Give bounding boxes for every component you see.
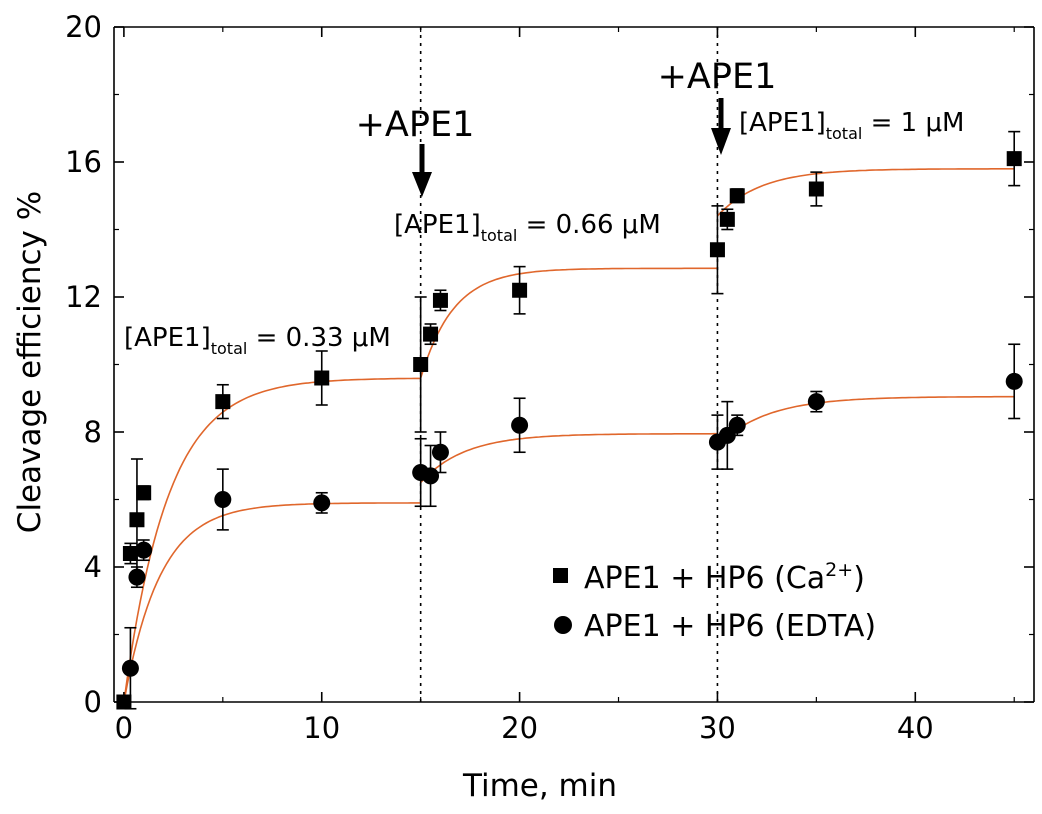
conc-label-3: [APE1]total = 1 μM — [739, 108, 964, 143]
x-tick-label: 30 — [699, 711, 736, 745]
y-axis-title: Cleavage efficiency % — [12, 191, 48, 533]
data-point-square — [512, 282, 528, 298]
y-tick-label: 12 — [65, 280, 102, 314]
fit-curve-2-segment-3 — [716, 395, 1015, 447]
legend-ca-main: APE1 + HP6 (Ca — [584, 561, 825, 596]
data-point-square — [122, 546, 138, 561]
annotation-add-1: +APE1 — [356, 105, 475, 197]
data-markers — [116, 151, 1023, 710]
data-point-circle — [121, 659, 139, 677]
x-axis-title: Time, min — [462, 768, 617, 804]
data-point-square — [215, 394, 231, 410]
data-point-square — [314, 370, 330, 386]
data-point-circle — [128, 568, 146, 586]
x-tick-label: 0 — [115, 711, 133, 745]
fit-curve-1-segment-3 — [716, 168, 1015, 217]
data-point-circle — [214, 491, 232, 508]
legend-label-edta: APE1 + HP6 (EDTA) — [584, 609, 876, 644]
data-point-square — [432, 292, 448, 308]
fit-curves — [123, 168, 1015, 703]
x-tick-label: 10 — [303, 711, 340, 745]
plot-frame — [113, 26, 1035, 703]
data-point-circle — [807, 393, 825, 411]
data-point-square — [129, 512, 145, 528]
legend-marker-square — [553, 568, 568, 583]
conc-1-suffix: = 0.33 μM — [247, 323, 390, 353]
conc-3-suffix: = 1 μM — [862, 108, 964, 138]
arrow-1-head — [412, 172, 432, 197]
data-point-circle — [431, 443, 449, 461]
x-tick-label: 20 — [501, 711, 538, 745]
fit-curve-2-segment-2 — [420, 432, 718, 484]
data-point-circle — [511, 416, 529, 434]
fit-curve-1-segment-1 — [123, 377, 421, 703]
fit-curve-1-segment-2 — [419, 267, 718, 379]
data-point-square — [136, 485, 152, 501]
legend-ca-close: ) — [853, 561, 865, 596]
conc-2-prefix: [APE1] — [394, 210, 481, 240]
fit-curve-2-segment-1 — [123, 502, 421, 703]
data-point-square — [423, 326, 439, 342]
data-point-square — [709, 242, 725, 258]
data-point-circle — [728, 416, 746, 434]
y-ticks: 0 4 8 12 16 20 — [65, 10, 1034, 719]
data-point-circle — [135, 541, 153, 559]
conc-1-sub: total — [211, 339, 248, 358]
data-point-circle — [422, 467, 440, 485]
x-tick-label: 40 — [897, 711, 934, 745]
conc-2-suffix: = 0.66 μM — [517, 210, 660, 240]
legend-ca-sup: 2+ — [825, 559, 853, 581]
arrow-2-head — [711, 128, 731, 155]
add-label-2: +APE1 — [658, 57, 777, 97]
data-point-square — [719, 211, 735, 227]
conc-3-sub: total — [826, 124, 863, 143]
y-tick-label: 0 — [84, 685, 102, 719]
conc-label-2: [APE1]total = 0.66 μM — [394, 210, 661, 245]
legend-marker-circle — [554, 616, 572, 634]
data-point-square — [808, 181, 824, 197]
y-tick-label: 4 — [84, 550, 102, 584]
data-point-circle — [313, 494, 331, 512]
conc-2-sub: total — [481, 226, 518, 245]
data-point-square — [413, 357, 429, 372]
legend-label-ca: APE1 + HP6 (Ca2+) — [584, 559, 865, 596]
y-tick-label: 16 — [65, 145, 102, 179]
y-tick-label: 8 — [84, 415, 102, 449]
y-tick-label: 20 — [65, 10, 102, 44]
annotation-add-2: +APE1 — [658, 57, 777, 155]
data-point-square — [116, 694, 132, 710]
data-point-circle — [1005, 372, 1023, 390]
legend: APE1 + HP6 (Ca2+) APE1 + HP6 (EDTA) — [553, 559, 876, 644]
conc-1-prefix: [APE1] — [124, 323, 211, 353]
data-point-square — [1006, 151, 1022, 167]
add-label-1: +APE1 — [356, 105, 475, 145]
data-point-square — [729, 188, 745, 204]
conc-label-1: [APE1]total = 0.33 μM — [124, 323, 391, 358]
conc-3-prefix: [APE1] — [739, 108, 826, 138]
